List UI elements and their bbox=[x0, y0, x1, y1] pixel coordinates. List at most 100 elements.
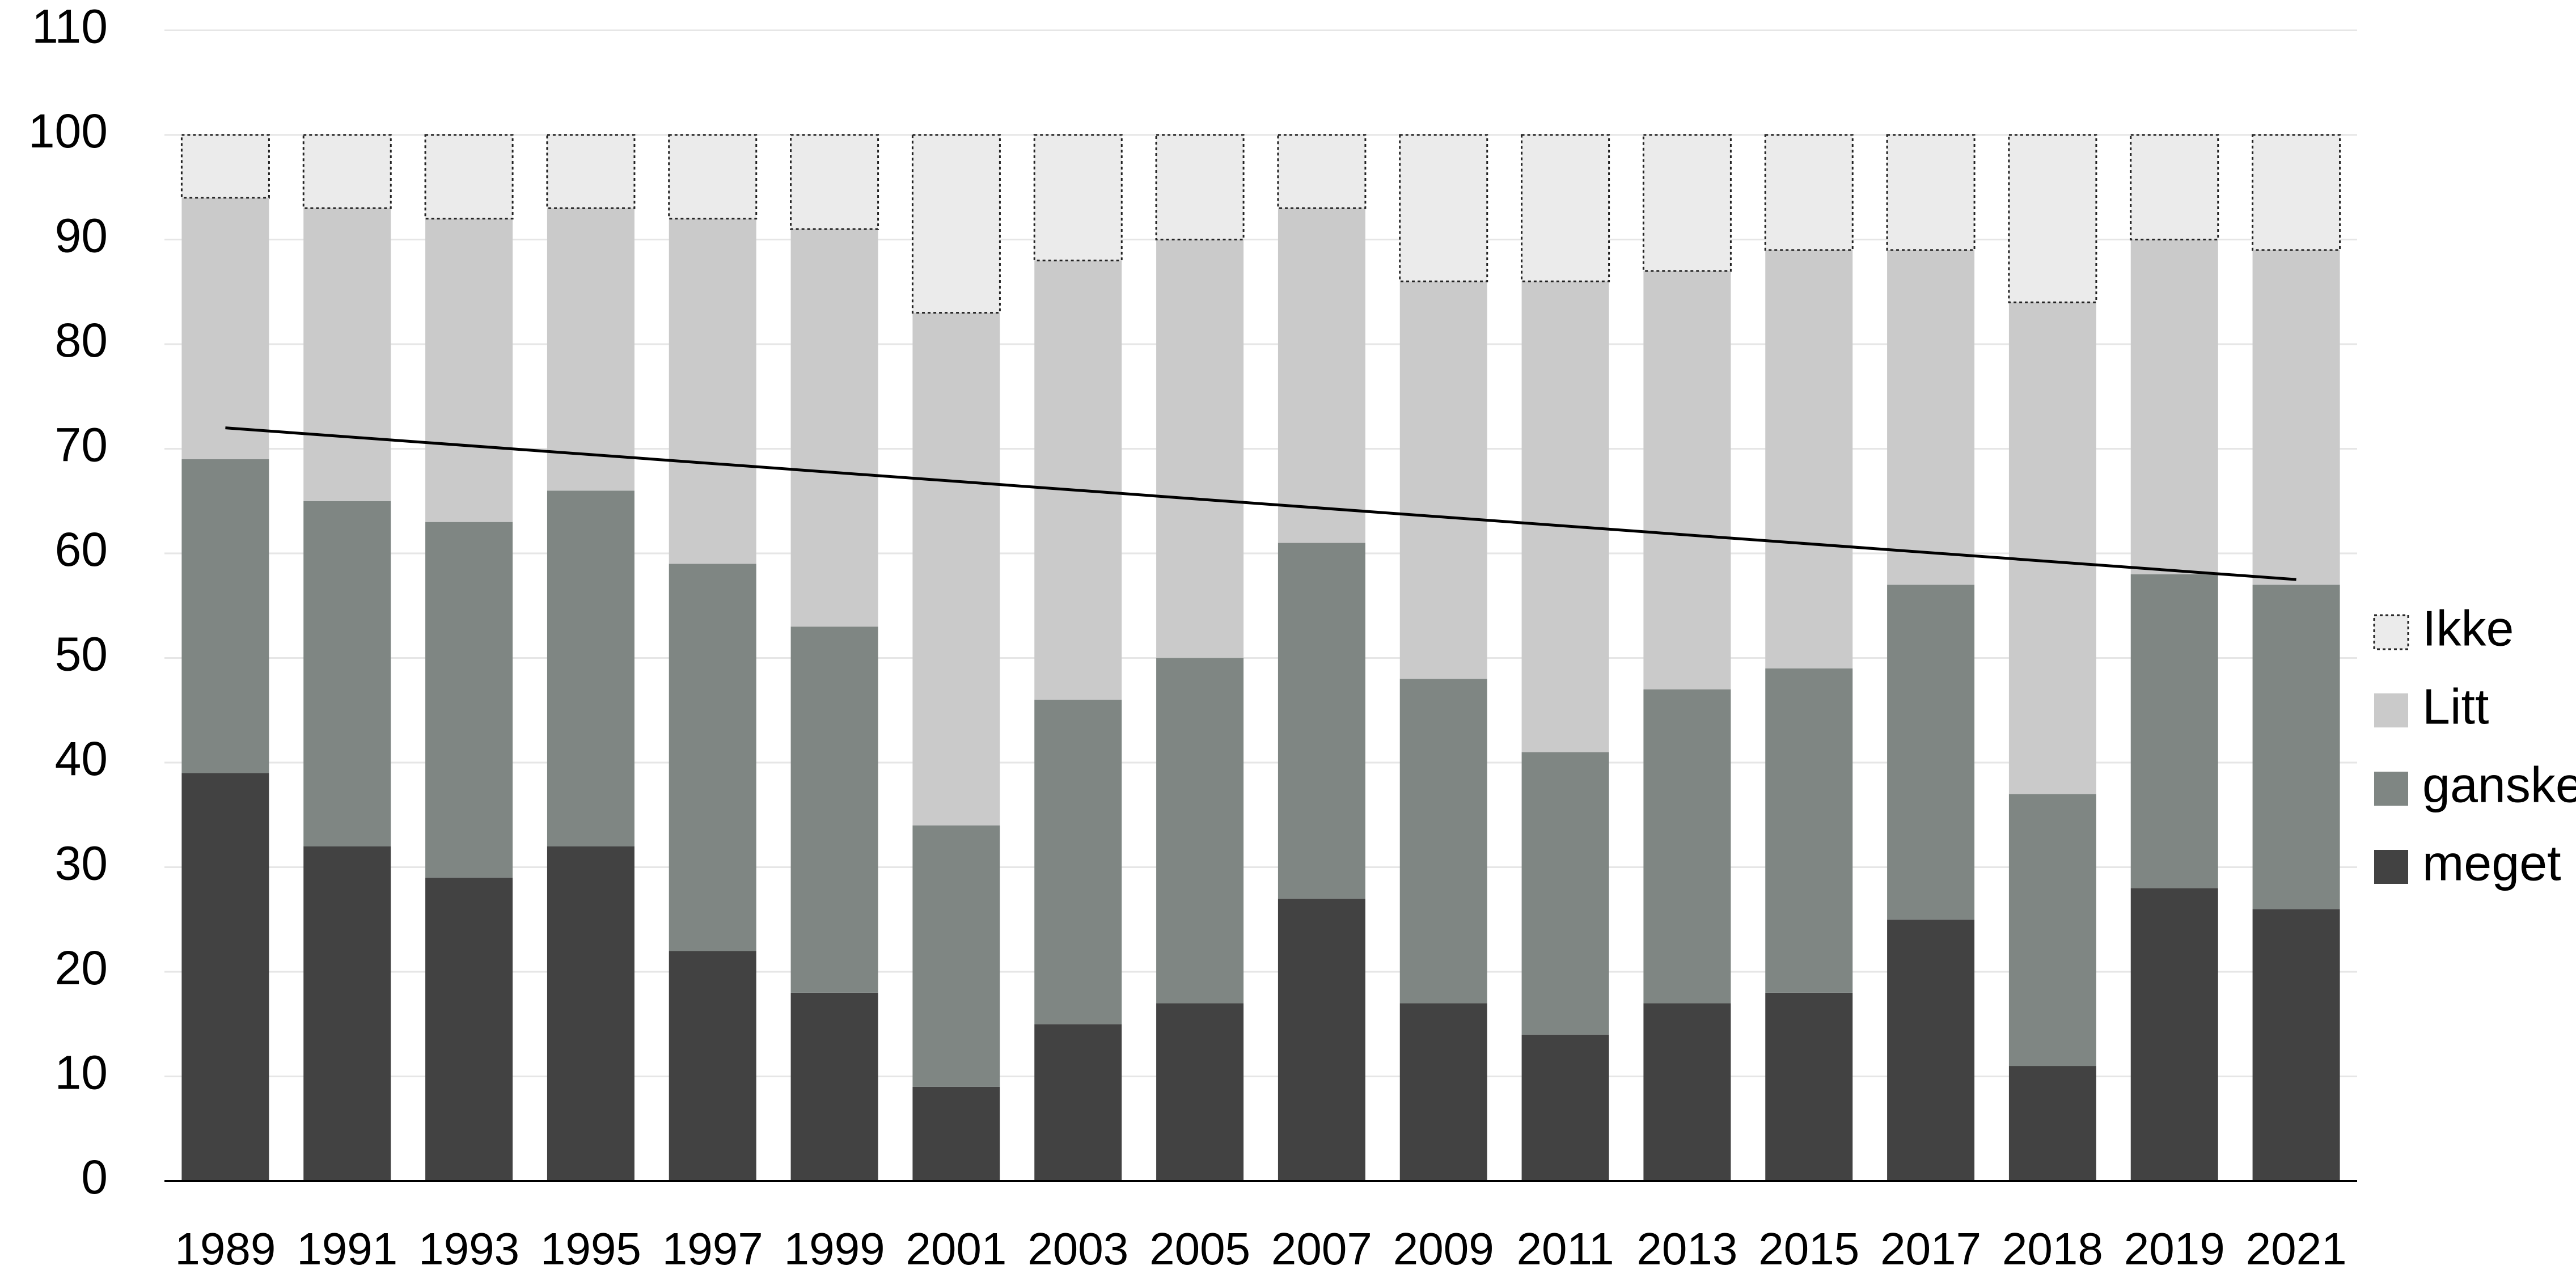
bar-segment-litt bbox=[2252, 249, 2340, 585]
bar-segment-ikke bbox=[790, 134, 879, 230]
bar-segment-ikke bbox=[424, 134, 514, 220]
bar-segment-ikke bbox=[1277, 134, 1367, 209]
bar-segment-ganske bbox=[547, 490, 635, 846]
bar-segment-ganske bbox=[790, 627, 878, 993]
bar-segment-litt bbox=[1399, 281, 1487, 679]
bar-segment-meget bbox=[912, 1086, 1000, 1181]
x-tick-label: 2001 bbox=[906, 1224, 1006, 1274]
bar-segment-meget bbox=[2008, 1066, 2096, 1181]
x-tick-label: 2009 bbox=[1393, 1224, 1494, 1274]
bar-segment-ganske bbox=[181, 459, 269, 773]
bar-segment-litt bbox=[181, 197, 269, 459]
legend-swatch-ikke bbox=[2373, 614, 2409, 650]
bar-segment-ikke bbox=[911, 134, 1001, 314]
bar-segment-ikke bbox=[1764, 134, 1854, 251]
bar-segment-meget bbox=[1521, 1034, 1609, 1181]
bar-segment-meget bbox=[1156, 1003, 1244, 1181]
bar-segment-litt bbox=[1156, 239, 1244, 658]
legend-swatch-litt bbox=[2374, 693, 2408, 727]
x-tick-label: 2007 bbox=[1271, 1224, 1372, 1274]
bar-segment-ikke bbox=[1521, 134, 1610, 282]
x-tick-label: 2017 bbox=[1880, 1224, 1981, 1274]
bar-segment-ganske bbox=[1521, 752, 1609, 1035]
bar-segment-ganske bbox=[669, 564, 756, 951]
legend-label-ganske: ganske bbox=[2422, 756, 2576, 812]
bar-segment-litt bbox=[1034, 260, 1122, 700]
bar-segment-ikke bbox=[2252, 134, 2341, 251]
bar-segment-litt bbox=[2130, 239, 2218, 574]
y-axis-ticks: 0 10 20 30 40 50 60 70 80 90 100 110 bbox=[28, 0, 108, 1204]
bar-segment-ganske bbox=[2130, 574, 2218, 888]
bar-segment-meget bbox=[1399, 1003, 1487, 1181]
bar-segment-ikke bbox=[180, 134, 270, 199]
bar-segment-litt bbox=[1278, 208, 1365, 543]
bar-segment-ganske bbox=[912, 825, 1000, 1087]
bar-segment-litt bbox=[1643, 270, 1731, 689]
y-tick-label: 70 bbox=[55, 418, 108, 472]
bar-segment-ganske bbox=[1278, 543, 1365, 899]
legend-swatch-meget bbox=[2374, 850, 2408, 884]
bar-segment-litt bbox=[1887, 249, 1975, 585]
y-tick-label: 40 bbox=[55, 732, 108, 785]
x-tick-label: 1993 bbox=[418, 1224, 519, 1274]
y-tick-label: 110 bbox=[32, 0, 108, 53]
x-tick-label: 1991 bbox=[297, 1224, 397, 1274]
y-tick-label: 90 bbox=[55, 209, 108, 263]
x-tick-label: 1995 bbox=[540, 1224, 641, 1274]
y-tick-label: 0 bbox=[81, 1150, 108, 1204]
bar-segment-ganske bbox=[303, 501, 391, 846]
bar-segment-ikke bbox=[1886, 134, 1976, 251]
bar-segment-ganske bbox=[1156, 658, 1244, 1004]
x-tick-label: 2011 bbox=[1517, 1224, 1614, 1274]
bar-segment-ganske bbox=[1765, 668, 1853, 993]
bar-segment-meget bbox=[1765, 992, 1853, 1181]
bar-segment-litt bbox=[547, 208, 635, 491]
bar-segment-litt bbox=[425, 218, 513, 522]
bar-segment-litt bbox=[790, 229, 878, 627]
y-tick-label: 100 bbox=[28, 104, 108, 158]
bar-segment-ganske bbox=[2252, 585, 2340, 909]
bar-segment-meget bbox=[1278, 898, 1365, 1181]
legend-label-meget: meget bbox=[2422, 835, 2561, 891]
bar-segment-meget bbox=[547, 846, 635, 1181]
bar-segment-ganske bbox=[1399, 679, 1487, 1004]
x-tick-label: 1997 bbox=[662, 1224, 763, 1274]
legend: Ikke Litt ganske meget bbox=[2373, 600, 2576, 891]
y-tick-label: 50 bbox=[55, 628, 108, 681]
bar-segment-ganske bbox=[2008, 794, 2096, 1066]
x-tick-label: 2005 bbox=[1149, 1224, 1250, 1274]
legend-swatch-ganske bbox=[2374, 772, 2408, 806]
bar-segment-meget bbox=[790, 992, 878, 1181]
bar-segment-ikke bbox=[2008, 134, 2097, 303]
x-axis-ticks: 1989 1991 1993 1995 1997 1999 2001 2003 2005 2007… bbox=[175, 1224, 2346, 1274]
x-tick-label: 2021 bbox=[2246, 1224, 2347, 1274]
bar-segment-meget bbox=[669, 951, 756, 1181]
bar-segment-meget bbox=[2130, 888, 2218, 1181]
bar-segment-litt bbox=[303, 208, 391, 501]
bar-segment-meget bbox=[2252, 909, 2340, 1181]
bar-segment-ikke bbox=[302, 134, 392, 209]
bar-segment-meget bbox=[1034, 1024, 1122, 1181]
y-tick-label: 60 bbox=[55, 523, 108, 576]
y-tick-label: 20 bbox=[55, 941, 108, 994]
x-tick-label: 2013 bbox=[1636, 1224, 1737, 1274]
legend-label-litt: Litt bbox=[2422, 678, 2489, 734]
bar-segment-litt bbox=[912, 312, 1000, 826]
x-tick-label: 2018 bbox=[2002, 1224, 2103, 1274]
bar-segment-ikke bbox=[2130, 134, 2219, 240]
bar-segment-litt bbox=[2008, 302, 2096, 794]
bar-stacks bbox=[180, 134, 2341, 1181]
y-tick-label: 30 bbox=[55, 837, 108, 890]
x-tick-label: 1989 bbox=[175, 1224, 276, 1274]
bar-segment-meget bbox=[1887, 919, 1975, 1181]
y-tick-label: 10 bbox=[55, 1046, 108, 1099]
bar-segment-ikke bbox=[1033, 134, 1123, 261]
legend-label-ikke: Ikke bbox=[2422, 600, 2514, 656]
bar-segment-ganske bbox=[425, 522, 513, 878]
bar-segment-meget bbox=[303, 846, 391, 1181]
bar-segment-litt bbox=[669, 218, 756, 564]
bar-segment-meget bbox=[425, 877, 513, 1181]
bar-segment-ikke bbox=[668, 134, 758, 220]
bar-segment-ikke bbox=[1642, 134, 1732, 272]
